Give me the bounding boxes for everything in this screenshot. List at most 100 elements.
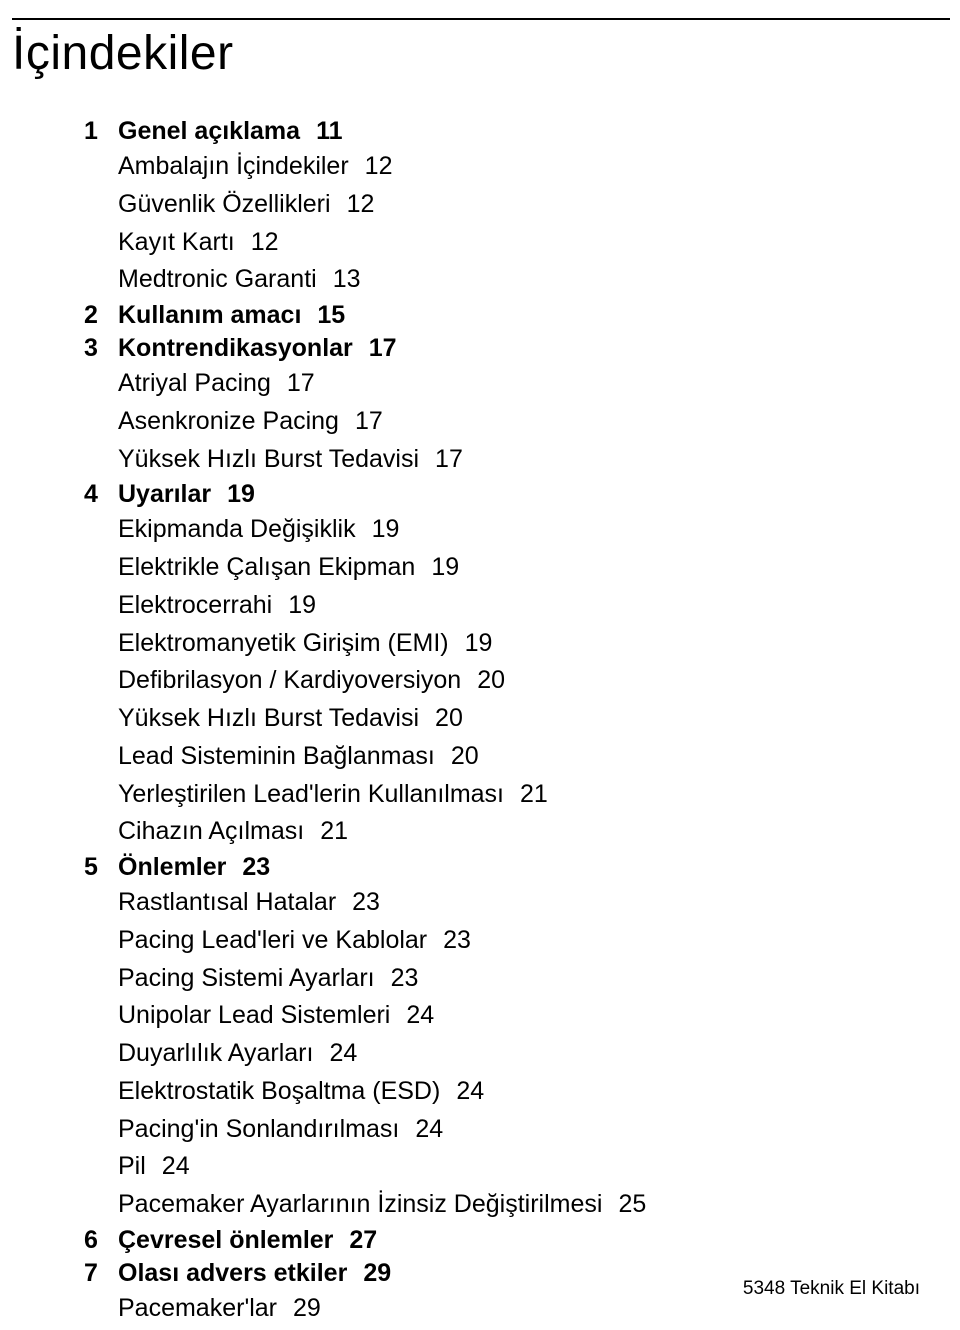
toc-item-page: 23 [391, 962, 419, 996]
toc-section: 6 Çevresel önlemler 27 [118, 1226, 920, 1255]
toc-section-page: 27 [349, 1226, 377, 1255]
toc-section-header: 5 Önlemler 23 [118, 853, 920, 882]
toc-item-page: 12 [365, 150, 393, 184]
toc-item-title: Elektrikle Çalışan Ekipman [118, 551, 415, 585]
toc-section-title: Kontrendikasyonlar [118, 334, 353, 363]
toc-item-title: Yüksek Hızlı Burst Tedavisi [118, 443, 419, 477]
page-title: İçindekiler [0, 26, 960, 81]
toc-item-title: Elektrostatik Boşaltma (ESD) [118, 1075, 440, 1109]
toc-item-page: 17 [355, 405, 383, 439]
toc-item: Rastlantısal Hatalar 23 [118, 886, 920, 920]
toc-section-page: 17 [369, 334, 397, 363]
toc-section-number: 7 [84, 1259, 118, 1288]
toc-section-number: 1 [84, 117, 118, 146]
toc-item-title: Medtronic Garanti [118, 263, 317, 297]
toc-item: Ambalajın İçindekiler 12 [118, 150, 920, 184]
toc-item-page: 23 [443, 924, 471, 958]
toc-item: Pacing'in Sonlandırılması24 [118, 1113, 920, 1147]
toc-section-title: Önlemler [118, 853, 226, 882]
toc-item: Elektrocerrahi 19 [118, 589, 920, 623]
toc-item-page: 20 [435, 702, 463, 736]
toc-section-page: 23 [242, 853, 270, 882]
toc-section: 1 Genel açıklama 11 Ambalajın İçindekile… [118, 117, 920, 297]
toc-section-number: 3 [84, 334, 118, 363]
table-of-contents: 1 Genel açıklama 11 Ambalajın İçindekile… [0, 117, 960, 1326]
page: İçindekiler 1 Genel açıklama 11 Ambalajı… [0, 18, 960, 1326]
toc-item-title: Pacemaker Ayarlarının İzinsiz Değiştiril… [118, 1188, 602, 1222]
toc-item: Pacing Lead'leri ve Kablolar 23 [118, 924, 920, 958]
toc-item-title: Unipolar Lead Sistemleri [118, 999, 390, 1033]
toc-section: 3 Kontrendikasyonlar 17 Atriyal Pacing 17… [118, 334, 920, 476]
toc-item-title: Duyarlılık Ayarları [118, 1037, 313, 1071]
toc-item-page: 24 [456, 1075, 484, 1109]
toc-section: 5 Önlemler 23 Rastlantısal Hatalar 23 Pac… [118, 853, 920, 1222]
toc-item-title: Ambalajın İçindekiler [118, 150, 349, 184]
toc-item-title: Atriyal Pacing [118, 367, 271, 401]
toc-item-page: 17 [287, 367, 315, 401]
toc-section-page: 19 [227, 480, 255, 509]
toc-section-page: 29 [363, 1259, 391, 1288]
toc-item: Yüksek Hızlı Burst Tedavisi 17 [118, 443, 920, 477]
toc-item-title: Elektrocerrahi [118, 589, 272, 623]
toc-item-title: Rastlantısal Hatalar [118, 886, 336, 920]
toc-section-title: Olası advers etkiler [118, 1259, 347, 1288]
toc-section-number: 5 [84, 853, 118, 882]
toc-item-title: Pacemaker'lar [118, 1292, 277, 1326]
toc-section: 4 Uyarılar 19 Ekipmanda Değişiklik19 Ele… [118, 480, 920, 849]
toc-section-header: 1 Genel açıklama 11 [118, 117, 920, 146]
toc-item-title: Ekipmanda Değişiklik [118, 513, 356, 547]
toc-section-title: Kullanım amacı [118, 301, 301, 330]
toc-item: Elektromanyetik Girişim (EMI)19 [118, 627, 920, 661]
toc-item-title: Pil [118, 1150, 146, 1184]
toc-item-page: 12 [251, 226, 279, 260]
toc-item-page: 19 [288, 589, 316, 623]
toc-section-number: 6 [84, 1226, 118, 1255]
toc-item-page: 17 [435, 443, 463, 477]
page-footer: 5348 Teknik El Kitabı [743, 1278, 920, 1300]
toc-item-page: 24 [406, 999, 434, 1033]
toc-item: Elektrikle Çalışan Ekipman19 [118, 551, 920, 585]
toc-item-title: Yerleştirilen Lead'lerin Kullanılması [118, 778, 504, 812]
toc-item-title: Asenkronize Pacing [118, 405, 339, 439]
toc-section-header: 2 Kullanım amacı 15 [118, 301, 920, 330]
toc-item-title: Cihazın Açılması [118, 815, 304, 849]
toc-item-title: Elektromanyetik Girişim (EMI) [118, 627, 449, 661]
toc-item-page: 24 [329, 1037, 357, 1071]
toc-item: Duyarlılık Ayarları 24 [118, 1037, 920, 1071]
toc-section-number: 2 [84, 301, 118, 330]
toc-item: Asenkronize Pacing 17 [118, 405, 920, 439]
toc-section-number: 4 [84, 480, 118, 509]
toc-item: Elektrostatik Boşaltma (ESD) 24 [118, 1075, 920, 1109]
toc-item-title: Yüksek Hızlı Burst Tedavisi [118, 702, 419, 736]
toc-item-page: 25 [618, 1188, 646, 1222]
toc-item: Güvenlik Özellikleri12 [118, 188, 920, 222]
toc-item: Cihazın Açılması21 [118, 815, 920, 849]
toc-item-title: Lead Sisteminin Bağlanması [118, 740, 435, 774]
toc-item: Unipolar Lead Sistemleri 24 [118, 999, 920, 1033]
toc-item-title: Pacing Sistemi Ayarları [118, 962, 375, 996]
toc-item-page: 24 [162, 1150, 190, 1184]
toc-item-page: 19 [372, 513, 400, 547]
toc-section: 2 Kullanım amacı 15 [118, 301, 920, 330]
toc-item: Lead Sisteminin Bağlanması20 [118, 740, 920, 774]
toc-item-title: Pacing'in Sonlandırılması [118, 1113, 399, 1147]
toc-item-title: Pacing Lead'leri ve Kablolar [118, 924, 427, 958]
toc-item: Yüksek Hızlı Burst Tedavisi 20 [118, 702, 920, 736]
toc-section-header: 6 Çevresel önlemler 27 [118, 1226, 920, 1255]
toc-item-page: 20 [477, 664, 505, 698]
toc-section-header: 3 Kontrendikasyonlar 17 [118, 334, 920, 363]
toc-item: Pacing Sistemi Ayarları 23 [118, 962, 920, 996]
toc-item-page: 23 [352, 886, 380, 920]
toc-item-page: 21 [520, 778, 548, 812]
toc-item-title: Defibrilasyon / Kardiyoversiyon [118, 664, 461, 698]
toc-item: Ekipmanda Değişiklik 19 [118, 513, 920, 547]
toc-item: Medtronic Garanti13 [118, 263, 920, 297]
toc-section-title: Çevresel önlemler [118, 1226, 333, 1255]
toc-section-title: Genel açıklama [118, 117, 300, 146]
toc-item-title: Kayıt Kartı [118, 226, 235, 260]
toc-item: Pacemaker Ayarlarının İzinsiz Değiştiril… [118, 1188, 920, 1222]
toc-item-title: Güvenlik Özellikleri [118, 188, 331, 222]
toc-item: Kayıt Kartı 12 [118, 226, 920, 260]
toc-item-page: 29 [293, 1292, 321, 1326]
toc-section-title: Uyarılar [118, 480, 211, 509]
